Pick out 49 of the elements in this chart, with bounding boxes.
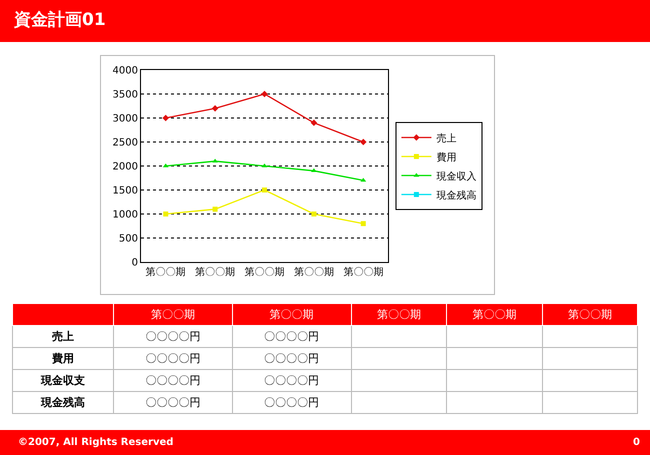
point — [311, 168, 317, 172]
point — [212, 206, 218, 212]
y-tick-label: 2500 — [112, 138, 138, 148]
chart-title: 資金計画01 — [14, 9, 106, 31]
category-label: 売上 — [52, 330, 74, 343]
y-tick-label: 4000 — [112, 66, 138, 76]
point — [310, 120, 318, 126]
point — [212, 105, 218, 112]
category-label: 第〇〇期 — [446, 304, 542, 326]
point — [261, 90, 268, 98]
category-label: 第〇〇期 — [114, 304, 232, 326]
text: 〇〇〇〇円 — [264, 374, 320, 387]
category-label: 現金収支 — [41, 374, 85, 387]
point — [311, 212, 316, 216]
legend-label: 売上 — [436, 132, 456, 144]
y-tick-label: 500 — [118, 234, 138, 244]
text: 〇〇〇〇円 — [264, 396, 320, 409]
category-label: 第〇〇期 — [351, 304, 447, 326]
x-tick-label: 第〇〇期 — [195, 266, 236, 278]
category-label: 第〇〇期 — [542, 304, 638, 326]
text: 〇〇〇〇円 — [264, 330, 320, 343]
text: 〇〇〇〇円 — [145, 330, 200, 343]
text: 〇〇〇〇円 — [145, 396, 200, 409]
point — [163, 212, 168, 216]
category-label: 第〇〇期 — [232, 304, 352, 326]
y-tick-label: 0 — [132, 258, 138, 268]
y-tick-label: 1500 — [112, 186, 138, 196]
point — [262, 188, 267, 192]
text: 0 — [633, 437, 640, 448]
text: 〇〇〇〇円 — [145, 352, 200, 365]
category-label: 費用 — [52, 352, 74, 365]
legend-label: 費用 — [436, 151, 456, 164]
point — [360, 221, 366, 226]
x-tick-label: 第〇〇期 — [146, 266, 186, 278]
text: 〇〇〇〇円 — [264, 352, 320, 365]
text: 〇〇〇〇円 — [145, 374, 200, 387]
text: ©2007, All Rights Reserved — [18, 437, 174, 448]
x-tick-label: 第〇〇期 — [244, 266, 284, 278]
y-tick-label: 2000 — [112, 162, 138, 172]
y-tick-label: 1000 — [112, 210, 138, 220]
legend-label: 現金残高 — [436, 189, 476, 202]
category-label: 現金残高 — [41, 396, 85, 409]
y-tick-label: 3500 — [112, 90, 138, 100]
point — [162, 114, 169, 122]
x-tick-label: 第〇〇期 — [343, 266, 384, 278]
legend-label: 現金収入 — [436, 170, 476, 182]
point — [360, 138, 367, 146]
y-tick-label: 3000 — [112, 114, 138, 124]
x-tick-label: 第〇〇期 — [294, 266, 334, 278]
